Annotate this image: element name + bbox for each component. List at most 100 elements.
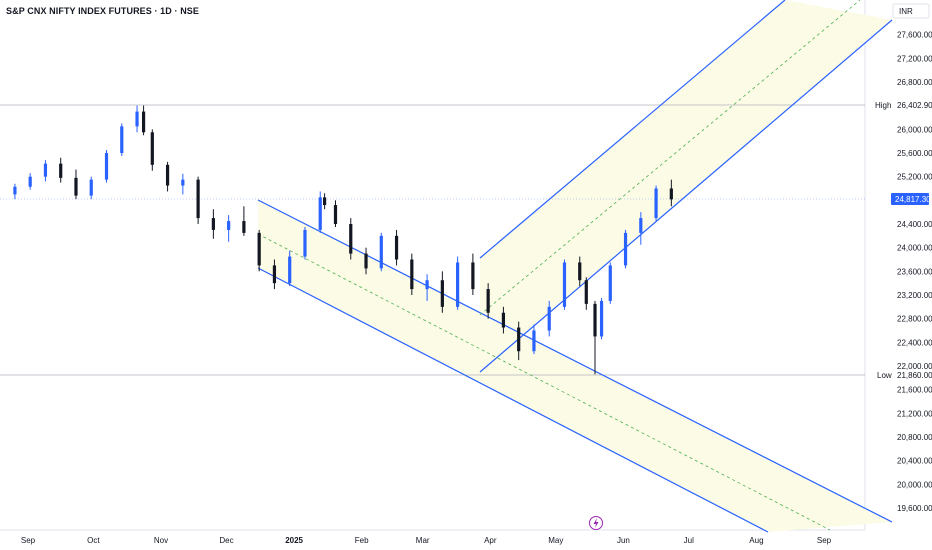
price-tick-label: 22,800.00 <box>897 315 932 324</box>
candle-body <box>532 330 536 352</box>
candle-body <box>562 262 567 307</box>
candle-up <box>288 250 292 287</box>
candle-body <box>608 265 612 301</box>
candle-body <box>120 126 124 153</box>
candle-body <box>211 218 215 230</box>
candle-body <box>410 259 414 290</box>
price-tick-label: 22,000.00 <box>897 362 932 371</box>
candle-down <box>322 193 327 210</box>
price-tick-label: 26,000.00 <box>897 125 932 134</box>
candle-up <box>120 123 124 156</box>
price-tick-label: 27,200.00 <box>897 54 932 63</box>
time-tick-label: 2025 <box>285 536 303 545</box>
candle-down <box>196 176 200 224</box>
candle-up <box>89 176 93 200</box>
candle-up <box>104 150 109 183</box>
time-tick-label: Apr <box>484 536 497 545</box>
candle-body <box>501 312 506 328</box>
candle-down <box>349 218 353 260</box>
price-tick-label: 21,200.00 <box>897 409 932 418</box>
candle-down <box>669 179 673 207</box>
price-tick-label: 20,800.00 <box>897 433 932 442</box>
time-tick-label: Jul <box>684 536 694 545</box>
price-tick-label: 19,600.00 <box>897 504 932 513</box>
candle-up <box>456 256 460 310</box>
candle-body <box>227 221 231 230</box>
candle-up <box>562 259 567 310</box>
time-tick-label: Sep <box>21 536 36 545</box>
candle-down <box>141 105 146 136</box>
candle-body <box>333 205 338 224</box>
candle-body <box>74 177 78 196</box>
candle-body <box>242 221 246 233</box>
chart-title: S&P CNX NIFTY INDEX FUTURES · 1D · NSE <box>6 6 199 16</box>
candle-body <box>599 300 604 337</box>
time-tick-label: Sep <box>817 536 832 545</box>
up-channel-mid <box>479 0 861 316</box>
candle-up <box>608 262 612 304</box>
up-channel-upper <box>479 0 786 259</box>
candle-body <box>135 111 139 127</box>
price-tick-label: 26,800.00 <box>897 78 932 87</box>
price-tick-label: 24,000.00 <box>897 244 932 253</box>
candle-down <box>211 209 215 239</box>
candle-body <box>425 280 429 290</box>
candle-down <box>440 271 444 313</box>
candle-body <box>288 256 292 284</box>
candle-body <box>141 111 146 133</box>
down-channel-fill <box>258 200 892 532</box>
candle-body <box>43 163 48 177</box>
candle-body <box>165 164 170 186</box>
candle-up <box>599 297 604 340</box>
candle-body <box>150 132 154 165</box>
channel-fills <box>258 0 892 532</box>
candle-up <box>623 229 628 269</box>
price-tick-label: 20,000.00 <box>897 480 932 489</box>
candle-down <box>364 247 368 275</box>
candle-body <box>322 197 327 206</box>
candle-down <box>578 256 582 287</box>
current-price-badge <box>891 193 929 205</box>
candle-body <box>593 303 597 337</box>
candle-up <box>13 183 17 200</box>
currency-box[interactable] <box>892 3 930 19</box>
candle-body <box>104 153 109 180</box>
candle-up <box>181 173 185 195</box>
candle-down <box>257 229 261 272</box>
price-tick-label: 25,600.00 <box>897 149 932 158</box>
time-tick-label: Oct <box>87 536 100 545</box>
low-value: 21,860.00 <box>897 371 932 380</box>
candle-up <box>532 324 536 355</box>
candle-body <box>89 179 93 196</box>
candle-down <box>333 200 338 227</box>
lightning-bolt-icon[interactable] <box>589 516 603 530</box>
time-axis[interactable]: Sep Oct Nov Dec 2025 Feb Mar Apr May Jun Jul Aug Sep <box>21 536 832 545</box>
price-tick-label: 21,600.00 <box>897 386 932 395</box>
candle-body <box>547 306 551 331</box>
candle-body <box>28 176 32 187</box>
candles <box>13 105 673 375</box>
low-label: Low <box>877 371 892 380</box>
candle-down <box>74 169 78 200</box>
candle-down <box>394 229 399 266</box>
time-tick-label: Aug <box>749 536 763 545</box>
candle-body <box>584 280 588 304</box>
candle-body <box>486 289 490 313</box>
candle-body <box>303 229 307 257</box>
time-tick-label: May <box>548 536 563 545</box>
candle-down <box>584 277 588 310</box>
candle-body <box>471 262 475 290</box>
candle-up <box>379 232 383 272</box>
candle-body <box>623 232 628 266</box>
candle-body <box>59 163 63 178</box>
candle-up <box>654 185 658 222</box>
candle-up <box>43 160 48 182</box>
price-axis[interactable]: 27,600.00 27,200.00 26,800.00 26,000.00 25,6… <box>897 31 932 513</box>
down-channel-mid <box>257 233 831 531</box>
candle-body <box>318 197 322 230</box>
candle-body <box>456 262 460 307</box>
price-tick-label: 22,400.00 <box>897 338 932 347</box>
candle-down <box>593 300 597 375</box>
candle-down <box>501 306 506 334</box>
